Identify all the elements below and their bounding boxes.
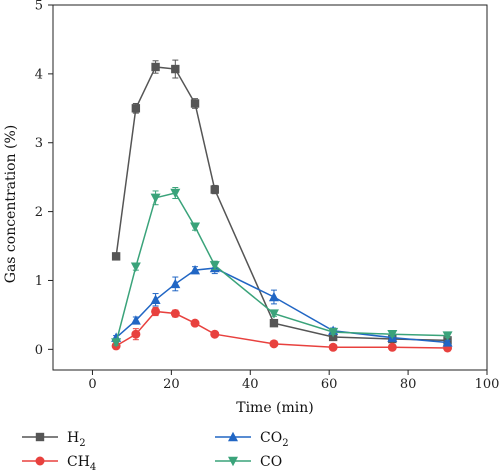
data-point (150, 294, 161, 304)
y-axis-title: Gas concentration (%) (3, 125, 19, 283)
data-point (269, 318, 279, 328)
x-tick-label: 80 (400, 377, 417, 392)
data-point (442, 331, 453, 341)
legend: H2 CH4 CO2 CO (22, 430, 289, 471)
y-tick-label: 5 (35, 0, 43, 14)
data-point (387, 342, 397, 352)
data-point (190, 264, 201, 275)
data-point (111, 252, 121, 261)
legend-marker (35, 456, 45, 466)
plot-layer (111, 59, 453, 353)
x-tick-label: 60 (321, 377, 338, 392)
data-point (268, 309, 279, 319)
data-point (328, 327, 339, 338)
data-point (442, 337, 453, 347)
legend-item-h2: H2 (22, 430, 86, 449)
legend-label: H2 (67, 430, 86, 449)
legend-label: CO (260, 454, 282, 470)
data-point (190, 99, 200, 108)
data-point (210, 185, 219, 194)
data-point (170, 188, 181, 199)
y-tick-label: 4 (35, 67, 43, 82)
x-tick-label: 100 (475, 377, 500, 392)
data-point (150, 193, 161, 204)
data-point (171, 64, 180, 74)
legend-marker (35, 432, 45, 442)
data-point (190, 318, 200, 328)
data-point (190, 222, 201, 232)
series-h2 (111, 59, 452, 345)
data-point (131, 104, 141, 113)
data-point (170, 309, 180, 319)
y-tick-label: 2 (35, 205, 43, 220)
y-tick-label: 1 (35, 274, 43, 289)
legend-item-co: CO (215, 454, 282, 470)
data-point (387, 329, 398, 340)
axes-layer: 0 20 40 60 80 100 0 1 2 3 4 5 (35, 0, 500, 392)
data-point (268, 291, 279, 302)
data-point (269, 339, 279, 349)
legend-item-ch4: CH4 (22, 454, 96, 471)
data-point (209, 261, 220, 271)
legend-marker (228, 431, 238, 442)
legend-label: CH4 (67, 454, 96, 471)
data-point (131, 329, 141, 339)
legend-marker (228, 456, 238, 467)
data-point (130, 315, 141, 325)
data-point (170, 278, 181, 289)
x-tick-label: 0 (88, 377, 96, 392)
series-ch4 (111, 306, 453, 353)
plot-frame (52, 4, 488, 371)
data-point (328, 342, 338, 352)
data-point (151, 306, 161, 316)
y-tick-label: 0 (35, 343, 43, 358)
y-tick-label: 3 (35, 136, 43, 151)
data-point (111, 338, 122, 348)
data-point (151, 62, 160, 72)
series-line (115, 310, 448, 349)
series-line (115, 267, 448, 344)
x-tick-label: 40 (242, 377, 259, 392)
legend-item-co2: CO2 (215, 430, 289, 449)
series-co (111, 187, 453, 348)
x-tick-label: 20 (163, 377, 180, 392)
data-point (130, 262, 141, 272)
series-line (115, 66, 448, 342)
legend-label: CO2 (260, 430, 289, 449)
x-axis-title: Time (min) (236, 400, 314, 416)
data-point (210, 329, 220, 339)
series-line (115, 192, 448, 343)
